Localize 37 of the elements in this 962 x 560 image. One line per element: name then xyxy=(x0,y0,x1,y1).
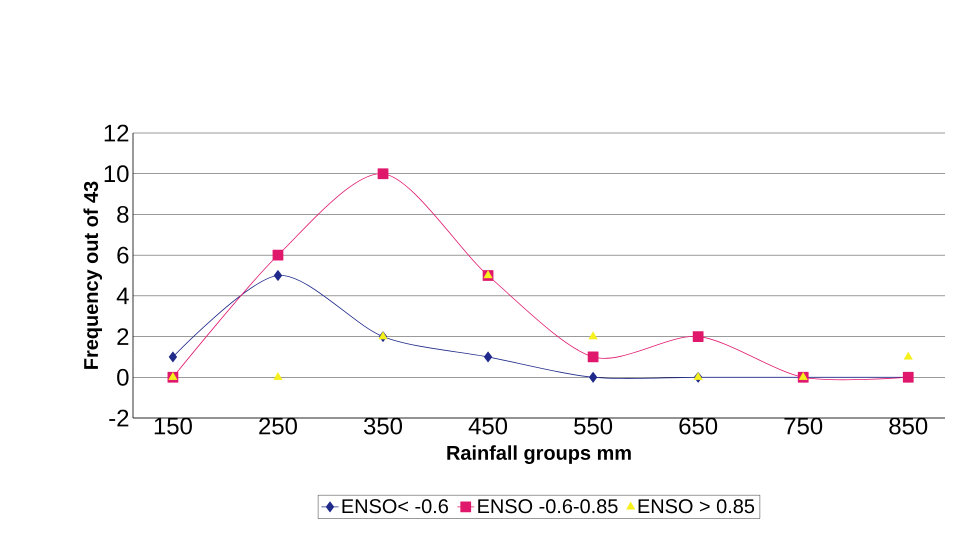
y-tick-label: 4 xyxy=(116,288,129,304)
x-tick-label: 350 xyxy=(364,418,402,434)
y-axis-title: Frequency out of 43 xyxy=(83,182,102,369)
x-tick-label: 650 xyxy=(679,418,718,434)
point xyxy=(588,331,598,340)
y-tick-label: -2 xyxy=(109,410,128,426)
point xyxy=(484,270,493,278)
point xyxy=(168,372,178,380)
y-tick-label: 12 xyxy=(104,124,128,142)
point xyxy=(694,372,703,380)
y-tick-label: 10 xyxy=(104,165,129,182)
y-tick-label: 0 xyxy=(117,368,129,386)
point xyxy=(378,331,388,340)
legend-label: ENSO< -0.6 xyxy=(342,499,448,514)
point xyxy=(588,352,598,362)
x-tick-label: 750 xyxy=(784,418,822,434)
y-tick-label: 2 xyxy=(117,328,128,345)
y-tick-label: 8 xyxy=(117,206,128,223)
point xyxy=(484,352,492,362)
x-tick-label: 450 xyxy=(468,418,508,434)
point xyxy=(273,372,282,380)
x-tick-label: 250 xyxy=(259,418,297,434)
legend-label: ENSO > 0.85 xyxy=(638,499,754,514)
x-tick-label: 850 xyxy=(889,418,928,434)
point xyxy=(378,168,388,180)
y-tick-label: 6 xyxy=(117,246,128,264)
point xyxy=(692,331,704,342)
point xyxy=(588,372,598,383)
x-tick-label: 550 xyxy=(574,418,612,434)
point xyxy=(168,352,178,362)
point xyxy=(272,250,284,261)
point xyxy=(798,372,808,380)
x-tick-label: 150 xyxy=(154,418,192,434)
legend-label: ENSO -0.6-0.85 xyxy=(478,499,618,514)
x-axis-title: Rainfall groups mm xyxy=(447,445,631,464)
point xyxy=(274,270,282,281)
point xyxy=(904,352,913,360)
